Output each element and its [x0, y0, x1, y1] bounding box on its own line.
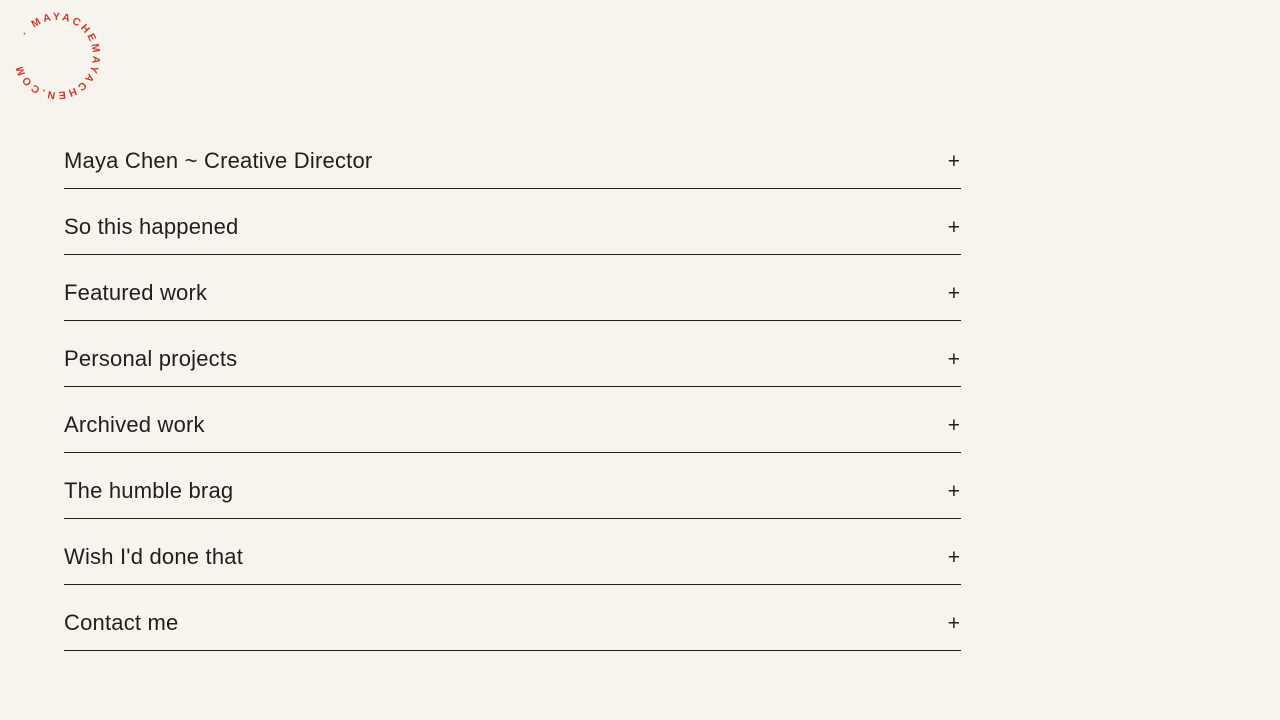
accordion-item-label: Archived work — [64, 412, 205, 437]
plus-icon[interactable]: + — [947, 215, 960, 239]
accordion-item-label: Featured work — [64, 280, 208, 305]
accordion-item-label: Maya Chen ~ Creative Director — [64, 148, 373, 173]
svg-text:· MAYACHEMAYACHEN.COM: · MAYACHEMAYACHEN.COM — [1, 0, 113, 112]
accordion-item-humble-brag[interactable]: The humble brag + — [64, 453, 961, 519]
site-logo[interactable]: · MAYACHEMAYACHEN.COM — [1, 0, 113, 112]
accordion-item-label: Personal projects — [64, 346, 238, 371]
accordion-item-featured-work[interactable]: Featured work + — [64, 255, 961, 321]
logo-circular-text: · MAYACHEMAYACHEN.COM — [1, 0, 113, 112]
accordion-item-contact-me[interactable]: Contact me + — [64, 585, 961, 651]
accordion-item-so-this-happened[interactable]: So this happened + — [64, 189, 961, 255]
plus-icon[interactable]: + — [947, 281, 960, 305]
accordion-item-personal-projects[interactable]: Personal projects + — [64, 321, 961, 387]
plus-icon[interactable]: + — [947, 413, 960, 437]
accordion-item-label: So this happened — [64, 214, 239, 239]
accordion-item-intro[interactable]: Maya Chen ~ Creative Director + — [64, 123, 961, 189]
accordion-item-wish-id-done-that[interactable]: Wish I'd done that + — [64, 519, 961, 585]
accordion-item-archived-work[interactable]: Archived work + — [64, 387, 961, 453]
accordion-item-label: Contact me — [64, 610, 179, 635]
plus-icon[interactable]: + — [947, 545, 960, 569]
plus-icon[interactable]: + — [947, 479, 960, 503]
accordion-item-label: Wish I'd done that — [64, 544, 244, 569]
accordion-menu: Maya Chen ~ Creative Director + So this … — [64, 123, 961, 651]
plus-icon[interactable]: + — [947, 149, 960, 173]
circular-logo-icon: · MAYACHEMAYACHEN.COM — [1, 0, 113, 112]
accordion-item-label: The humble brag — [64, 478, 234, 503]
plus-icon[interactable]: + — [947, 347, 960, 371]
plus-icon[interactable]: + — [947, 611, 960, 635]
